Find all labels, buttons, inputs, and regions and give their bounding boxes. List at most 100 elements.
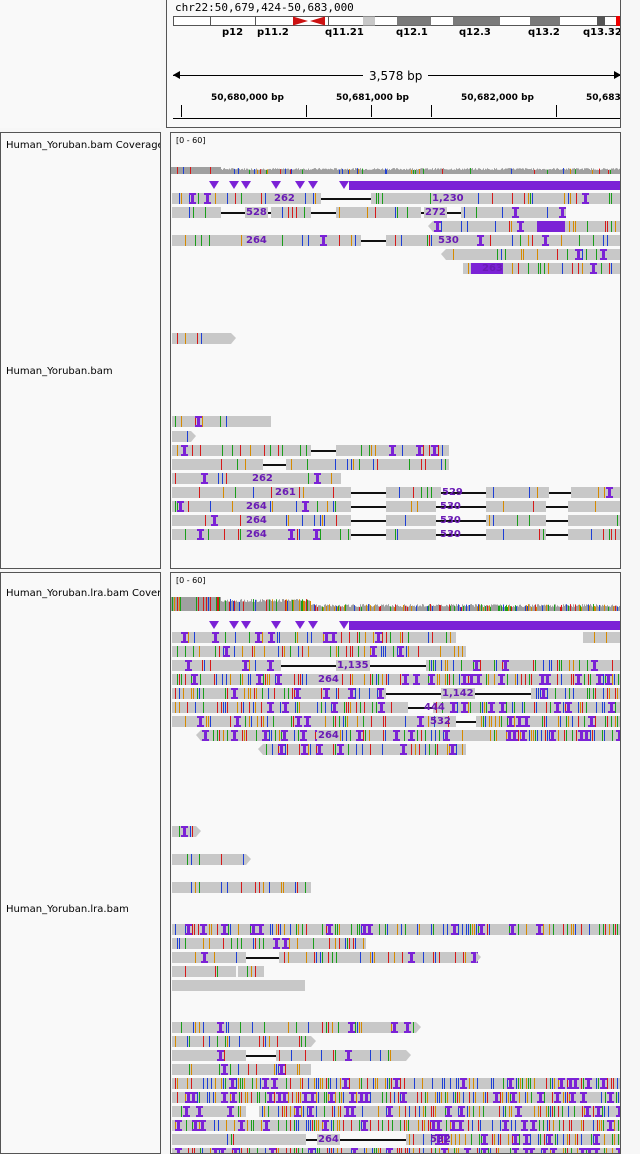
read[interactable] [172,445,311,456]
mismatch-mark [522,1078,523,1089]
read[interactable] [172,646,466,657]
alignment-track-name[interactable]: Human_Yoruban.lra.bam [6,904,129,915]
mismatch-mark [603,924,604,935]
mismatch-mark [210,660,211,671]
coverage-histogram[interactable] [171,158,621,174]
read[interactable] [433,702,620,713]
read[interactable] [172,702,408,713]
read[interactable] [263,744,466,755]
read[interactable] [259,1106,620,1117]
read[interactable] [279,952,476,963]
read[interactable] [172,416,271,427]
insertion-marker-icon[interactable] [271,621,281,629]
read[interactable] [271,207,311,218]
read[interactable] [276,1050,406,1061]
read[interactable] [371,193,620,204]
mismatch-mark [401,1148,402,1153]
mismatch-mark [322,1120,323,1131]
mismatch-mark [265,1148,266,1153]
read[interactable] [172,952,246,963]
insertion-icon [558,1078,565,1089]
read[interactable] [172,1036,311,1047]
track-names-panel-1[interactable]: Human_Yoruban.bam Coverage Human_Yoruban… [0,132,161,569]
read[interactable] [386,529,436,540]
read[interactable] [486,487,549,498]
insertion-marker-icon[interactable] [209,181,219,189]
read[interactable] [172,459,263,470]
read[interactable] [568,515,620,526]
read[interactable] [426,660,620,671]
read[interactable] [172,924,620,935]
read[interactable] [568,501,620,512]
chromosome-ideogram[interactable] [173,16,621,26]
alignment-track-name[interactable]: Human_Yoruban.bam [6,366,113,377]
read[interactable] [172,1134,306,1145]
read[interactable] [172,660,281,671]
read[interactable] [571,487,620,498]
read[interactable] [172,688,386,699]
coverage-track-name[interactable]: Human_Yoruban.lra.bam Coverage [6,588,160,599]
read[interactable] [386,235,620,246]
read[interactable] [172,632,456,643]
split-read-connector [306,1139,406,1141]
read[interactable] [446,249,620,260]
read[interactable] [583,632,620,643]
mismatch-mark [453,674,454,685]
read[interactable] [172,966,236,977]
read[interactable] [461,207,566,218]
insertion-marker-icon[interactable] [339,621,349,629]
insertion-marker-icon[interactable] [229,181,239,189]
insertion-marker-icon[interactable] [308,181,318,189]
insertion-marker-icon[interactable] [241,621,251,629]
mismatch-mark [607,688,608,699]
read[interactable] [172,1050,246,1061]
read[interactable] [172,854,246,865]
ruler-panel[interactable]: chr22:50,679,424-50,683,000 p12 p11.2 q1… [166,0,621,128]
read[interactable] [172,980,305,991]
header-spacer [0,0,161,128]
read[interactable] [172,1148,620,1153]
insertion-marker-icon[interactable] [308,621,318,629]
read[interactable] [476,716,620,727]
mismatch-mark [298,924,299,935]
read[interactable] [486,515,546,526]
insertion-marker-icon[interactable] [295,181,305,189]
read[interactable] [531,688,620,699]
read[interactable] [172,193,321,204]
insertion-marker-icon[interactable] [229,621,239,629]
read[interactable] [172,716,456,727]
read[interactable] [386,515,436,526]
read[interactable] [172,487,351,498]
read[interactable] [336,207,421,218]
coverage-histogram[interactable] [171,595,621,611]
insertion-marker-icon[interactable] [241,181,251,189]
insertion-icon [263,1120,270,1131]
read[interactable] [172,674,620,685]
track-data-panel-2[interactable]: [0 - 60] 1,135 264 1,142 444 532 264 264 532 [170,572,621,1154]
read[interactable] [463,263,620,274]
coverage-track-name[interactable]: Human_Yoruban.bam Coverage [6,140,160,151]
read[interactable] [172,1092,620,1103]
read[interactable] [172,938,366,949]
track-names-panel-2[interactable]: Human_Yoruban.lra.bam Coverage Human_Yor… [0,572,161,1154]
read[interactable] [406,1134,620,1145]
insertion-marker-icon[interactable] [209,621,219,629]
read[interactable] [172,1022,416,1033]
read[interactable] [286,459,449,470]
insertion-marker-icon[interactable] [271,181,281,189]
read[interactable] [172,1106,246,1117]
insertion-marker-icon[interactable] [339,181,349,189]
mismatch-mark [307,1106,308,1117]
read[interactable] [486,529,546,540]
read[interactable] [172,431,191,442]
mismatch-mark [388,1050,389,1061]
read[interactable] [172,1064,311,1075]
track-data-panel-1[interactable]: [0 - 60] 2621,23052827226026453026326226… [170,132,621,569]
read[interactable] [433,221,620,232]
read[interactable] [568,529,620,540]
insertion-marker-icon[interactable] [295,621,305,629]
read[interactable] [486,501,546,512]
read[interactable] [172,1120,620,1131]
read[interactable] [172,207,221,218]
insertion-icon [202,730,209,741]
